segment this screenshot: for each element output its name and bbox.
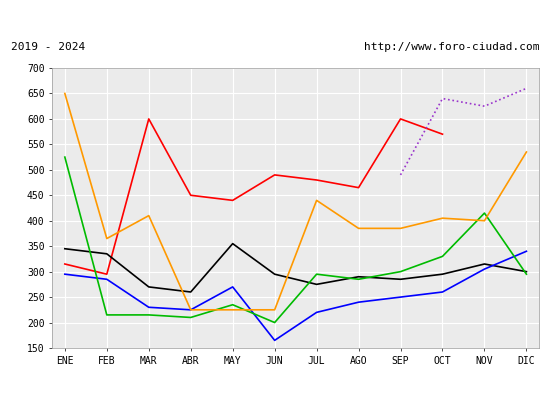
Text: 2019 - 2024: 2019 - 2024: [11, 42, 85, 52]
Text: Evolucion Nº Turistas Nacionales en el municipio de Alguazas: Evolucion Nº Turistas Nacionales en el m…: [35, 10, 515, 24]
Text: http://www.foro-ciudad.com: http://www.foro-ciudad.com: [364, 42, 539, 52]
